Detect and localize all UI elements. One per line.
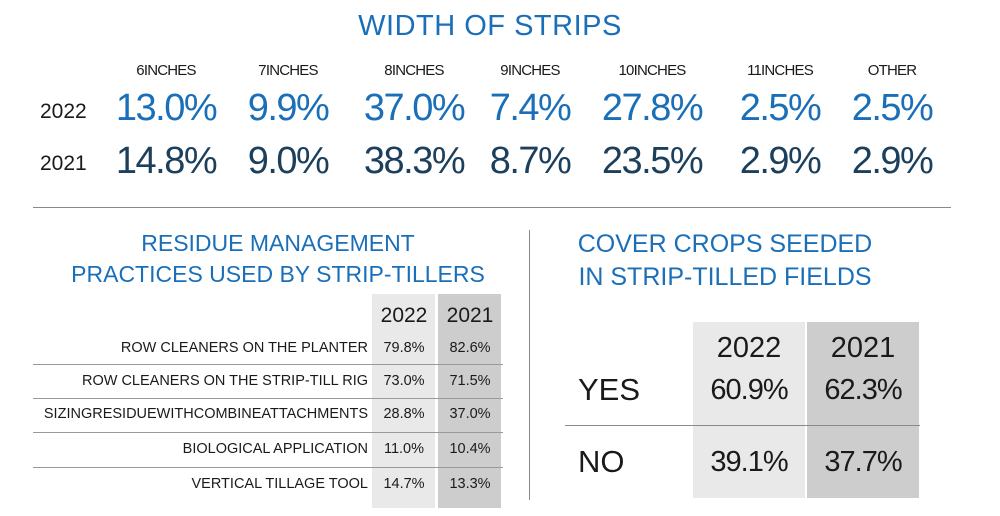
residue-value-2022: 14.7% <box>383 476 425 492</box>
width-header-10inches: 10INCHES <box>618 62 687 79</box>
residue-row-label: BIOLOGICAL APPLICATION <box>182 441 368 457</box>
residue-value-2021: 82.6% <box>449 340 491 356</box>
horizontal-divider <box>33 207 951 208</box>
cover-2022-column-shade <box>693 322 805 498</box>
residue-row-label: VERTICAL TILLAGE TOOL <box>191 476 369 492</box>
residue-header-2022: 2022 <box>380 304 428 327</box>
cover-value-2022: 60.9% <box>710 374 788 406</box>
cover-title-line-2: IN STRIP-TILLED FIELDS <box>578 263 872 291</box>
residue-value-2021: 10.4% <box>449 441 491 457</box>
residue-value-2021: 13.3% <box>449 476 491 492</box>
width-header-11inches: 11INCHES <box>747 62 814 79</box>
residue-value-2022: 11.0% <box>383 441 425 457</box>
residue-value-2022: 28.8% <box>383 406 425 422</box>
cover-row-label-yes: YES <box>578 372 641 407</box>
width-value-2021-7inches: 9.0% <box>247 140 330 182</box>
width-year-label-2021: 2021 <box>40 152 87 175</box>
width-value-2021-8inches: 38.3% <box>363 140 466 182</box>
residue-title-line-2: PRACTICES USED BY STRIP-TILLERS <box>71 261 485 287</box>
residue-row-divider <box>33 432 503 433</box>
width-value-2022-9inches: 7.4% <box>489 87 572 129</box>
width-value-2022-7inches: 9.9% <box>247 87 330 129</box>
width-year-label-2022: 2022 <box>40 100 87 123</box>
width-value-2021-other: 2.9% <box>851 140 934 182</box>
residue-value-2022: 73.0% <box>383 373 425 389</box>
residue-value-2021: 37.0% <box>449 406 491 422</box>
residue-row-label: SIZINGRESIDUEWITHCOMBINEATTACHMENTS <box>43 406 368 422</box>
cover-row-label-no: NO <box>578 444 625 479</box>
vertical-divider <box>529 230 530 500</box>
width-value-2021-10inches: 23.5% <box>601 140 704 182</box>
cover-2021-column-shade <box>807 322 919 498</box>
width-value-2021-11inches: 2.9% <box>739 140 822 182</box>
residue-row-label: ROW CLEANERS ON THE PLANTER <box>120 340 368 356</box>
cover-value-2021: 62.3% <box>824 374 902 406</box>
residue-row-divider <box>33 467 503 468</box>
residue-row-divider <box>33 364 503 365</box>
width-header-9inches: 9INCHES <box>500 62 560 79</box>
residue-2022-column-shade <box>372 294 435 508</box>
width-value-2022-other: 2.5% <box>851 87 934 129</box>
width-header-6inches: 6INCHES <box>136 62 196 79</box>
width-value-2022-11inches: 2.5% <box>739 87 822 129</box>
residue-value-2021: 71.5% <box>449 373 491 389</box>
width-header-other: OTHER <box>867 62 917 79</box>
width-header-8inches: 8INCHES <box>384 62 444 79</box>
width-value-2022-8inches: 37.0% <box>363 87 466 129</box>
cover-header-2021: 2021 <box>830 332 896 364</box>
cover-header-2022: 2022 <box>716 332 782 364</box>
width-value-2021-9inches: 8.7% <box>489 140 572 182</box>
width-of-strips-title: WIDTH OF STRIPS <box>358 10 622 42</box>
width-value-2021-6inches: 14.8% <box>115 140 218 182</box>
residue-header-2021: 2021 <box>446 304 494 327</box>
width-header-7inches: 7INCHES <box>258 62 318 79</box>
cover-crops-title: COVER CROPS SEEDED IN STRIP-TILLED FIELD… <box>545 228 905 294</box>
residue-row-label: ROW CLEANERS ON THE STRIP-TILL RIG <box>81 373 368 389</box>
width-value-2022-6inches: 13.0% <box>115 87 218 129</box>
cover-title-line-1: COVER CROPS SEEDED <box>577 230 873 258</box>
residue-value-2022: 79.8% <box>383 340 425 356</box>
width-value-2022-10inches: 27.8% <box>601 87 704 129</box>
residue-title-line-1: RESIDUE MANAGEMENT <box>141 230 415 256</box>
residue-2021-column-shade <box>438 294 501 508</box>
cover-value-2022: 39.1% <box>710 446 788 478</box>
cover-row-divider <box>565 425 920 426</box>
residue-management-title: RESIDUE MANAGEMENT PRACTICES USED BY STR… <box>33 228 523 290</box>
cover-value-2021: 37.7% <box>824 446 902 478</box>
residue-row-divider <box>33 398 503 399</box>
